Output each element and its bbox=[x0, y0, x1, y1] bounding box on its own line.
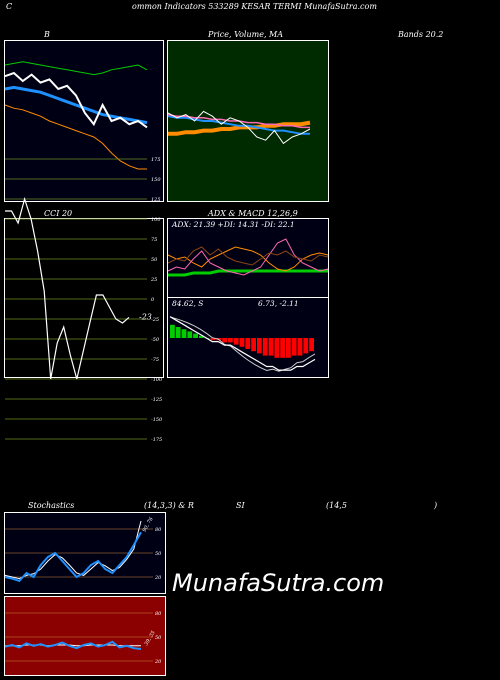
macd-right-value: 6.73, -2.11 bbox=[258, 299, 299, 308]
bollinger-chart bbox=[4, 61, 148, 170]
adx-plus-di bbox=[167, 238, 329, 276]
stoch-k-line bbox=[4, 531, 142, 583]
adx-values: ADX: 21.39 +DI: 14.31 -DI: 22.1 bbox=[172, 220, 295, 229]
macd-bar bbox=[303, 338, 309, 354]
cci-tick-label: -75 bbox=[151, 357, 159, 363]
macd-bar bbox=[170, 324, 175, 338]
bb-upper-line bbox=[4, 61, 148, 76]
macd-bar bbox=[199, 335, 204, 338]
adx-line bbox=[167, 246, 329, 266]
macd-bar bbox=[175, 327, 181, 338]
cci-line bbox=[5, 196, 130, 380]
stochastics-chart: 80 50 20 90, 76 bbox=[4, 516, 162, 583]
stoch-tick-label: 80 bbox=[155, 527, 162, 533]
rsi-close-paren: ) bbox=[434, 501, 438, 510]
macd-bar bbox=[309, 338, 314, 352]
price-ma-chart bbox=[167, 110, 311, 145]
macd-bar bbox=[280, 338, 285, 358]
header-left: C bbox=[6, 2, 13, 11]
macd-bar bbox=[181, 329, 187, 338]
stoch-tick-label: 20 bbox=[154, 575, 162, 581]
rsi-params: (14,5 bbox=[326, 501, 347, 510]
cci-tick-label: -150 bbox=[151, 417, 163, 423]
stoch-tick-label: 50 bbox=[155, 551, 162, 557]
stoch-params: (14,3,3) & R bbox=[144, 501, 194, 510]
adx-baseline bbox=[168, 269, 328, 277]
cci-tick-label: -125 bbox=[151, 397, 162, 403]
rsi-label: SI bbox=[236, 501, 245, 510]
bands-label: Bands 20.2 bbox=[398, 30, 444, 39]
macd-line bbox=[169, 316, 316, 371]
cci-tick-label: 50 bbox=[151, 257, 158, 263]
bollinger-panel bbox=[4, 40, 164, 202]
adx-minus-di bbox=[167, 246, 329, 272]
stoch-d-line bbox=[4, 520, 142, 580]
stoch-label: Stochastics bbox=[28, 501, 75, 510]
macd-bar bbox=[297, 338, 303, 356]
cci-tick-label: 100 bbox=[151, 217, 161, 223]
cci-tick-label: 125 bbox=[151, 197, 161, 203]
macd-bar bbox=[239, 338, 245, 347]
macd-signal-line bbox=[169, 316, 316, 372]
macd-bar bbox=[233, 338, 239, 345]
bb-price-line bbox=[4, 71, 148, 129]
stoch-value-label: 90, 76 bbox=[142, 516, 156, 533]
macd-chart bbox=[169, 316, 316, 372]
macd-bar bbox=[251, 338, 256, 352]
bb-label: B bbox=[44, 30, 50, 39]
macd-left-value: 84.62, S bbox=[172, 299, 204, 308]
macd-bar bbox=[187, 331, 193, 338]
macd-bar bbox=[245, 338, 251, 349]
bb-middle-line bbox=[4, 85, 148, 125]
cci-tick-label: 25 bbox=[150, 277, 157, 283]
cci-tick-label: 150 bbox=[151, 177, 161, 183]
cci-panel: 175 150 125 100 75 50 25 0 -25 -50 -75 -100 -125 -150… bbox=[4, 157, 164, 443]
rsi-line bbox=[4, 640, 142, 650]
macd-bar bbox=[210, 338, 216, 341]
adx-chart bbox=[167, 238, 329, 277]
adx-label: ADX & MACD 12,26,9 bbox=[208, 209, 298, 218]
cci-tick-label: -25 bbox=[151, 317, 159, 323]
price-ma-panel bbox=[167, 40, 329, 202]
rsi-tick-label: 80 bbox=[155, 611, 162, 617]
cci-value-label: -23 bbox=[139, 312, 152, 321]
cci-tick-label: 75 bbox=[151, 237, 157, 243]
cci-tick-label: -50 bbox=[151, 337, 160, 343]
macd-bar bbox=[291, 338, 297, 356]
macd-bar bbox=[268, 338, 274, 356]
watermark: MunafaSutra.com bbox=[172, 569, 385, 597]
stochastics-panel: 80 50 20 90, 76 bbox=[4, 512, 166, 594]
bb-lower-line bbox=[4, 104, 147, 170]
macd-bar bbox=[193, 333, 198, 338]
adx-panel: ADX: 21.39 +DI: 14.31 -DI: 22.1 bbox=[167, 218, 329, 298]
macd-bar bbox=[274, 338, 280, 358]
cci-tick-label: 0 bbox=[151, 297, 155, 303]
macd-bar bbox=[222, 338, 227, 343]
pm-ma-orange bbox=[168, 120, 311, 136]
macd-bar bbox=[228, 338, 233, 343]
price-ma-label: Price, Volume, MA bbox=[208, 30, 284, 39]
cci-chart: 175 150 125 100 75 50 25 0 -25 -50 -75 -100 -125 -150… bbox=[5, 157, 163, 443]
rsi-tick-label: 50 bbox=[155, 635, 162, 641]
cci-tick-label: -175 bbox=[151, 437, 162, 443]
macd-bar bbox=[286, 338, 291, 358]
rsi-tick-label: 20 bbox=[154, 659, 162, 665]
header-title: ommon Indicators 533289 KESAR TERMI Muna… bbox=[132, 2, 377, 11]
cci-tick-label: -100 bbox=[151, 377, 163, 383]
macd-bar bbox=[262, 338, 268, 356]
cci-tick-label: 175 bbox=[151, 157, 161, 163]
pm-price-line bbox=[167, 110, 311, 145]
macd-bar bbox=[257, 338, 262, 354]
cci-label: CCI 20 bbox=[44, 209, 73, 218]
rsi-panel: 80 50 20 39, 35 bbox=[4, 596, 166, 676]
macd-panel: 84.62, S 6.73, -2.11 bbox=[167, 297, 329, 378]
